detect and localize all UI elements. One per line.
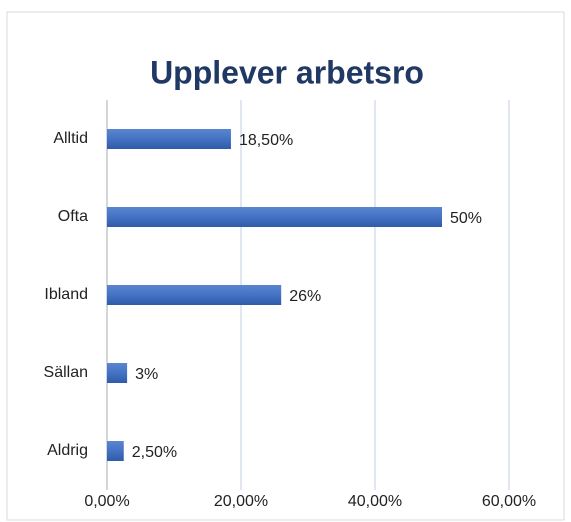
chart-frame — [6, 11, 565, 521]
data-label: 26% — [289, 288, 321, 305]
x-tick-label: 40,00% — [348, 493, 402, 510]
data-label: 2,50% — [132, 444, 177, 461]
y-tick-label: Alltid — [53, 130, 88, 147]
x-tick-label: 0,00% — [84, 493, 129, 510]
x-tick-label: 20,00% — [214, 493, 268, 510]
y-tick-label: Ibland — [44, 286, 88, 303]
bar — [107, 363, 128, 383]
y-tick-label: Sällan — [44, 364, 88, 381]
y-tick-label: Aldrig — [47, 442, 88, 459]
chart-title: Upplever arbetsro — [150, 54, 424, 90]
y-tick-label: Ofta — [58, 208, 88, 225]
data-label: 18,50% — [239, 132, 293, 149]
bar — [107, 441, 124, 461]
data-label: 3% — [135, 366, 158, 383]
bar — [107, 207, 442, 227]
bar — [107, 285, 282, 305]
x-tick-label: 60,00% — [482, 493, 536, 510]
bar — [107, 129, 231, 149]
data-label: 50% — [450, 210, 482, 227]
